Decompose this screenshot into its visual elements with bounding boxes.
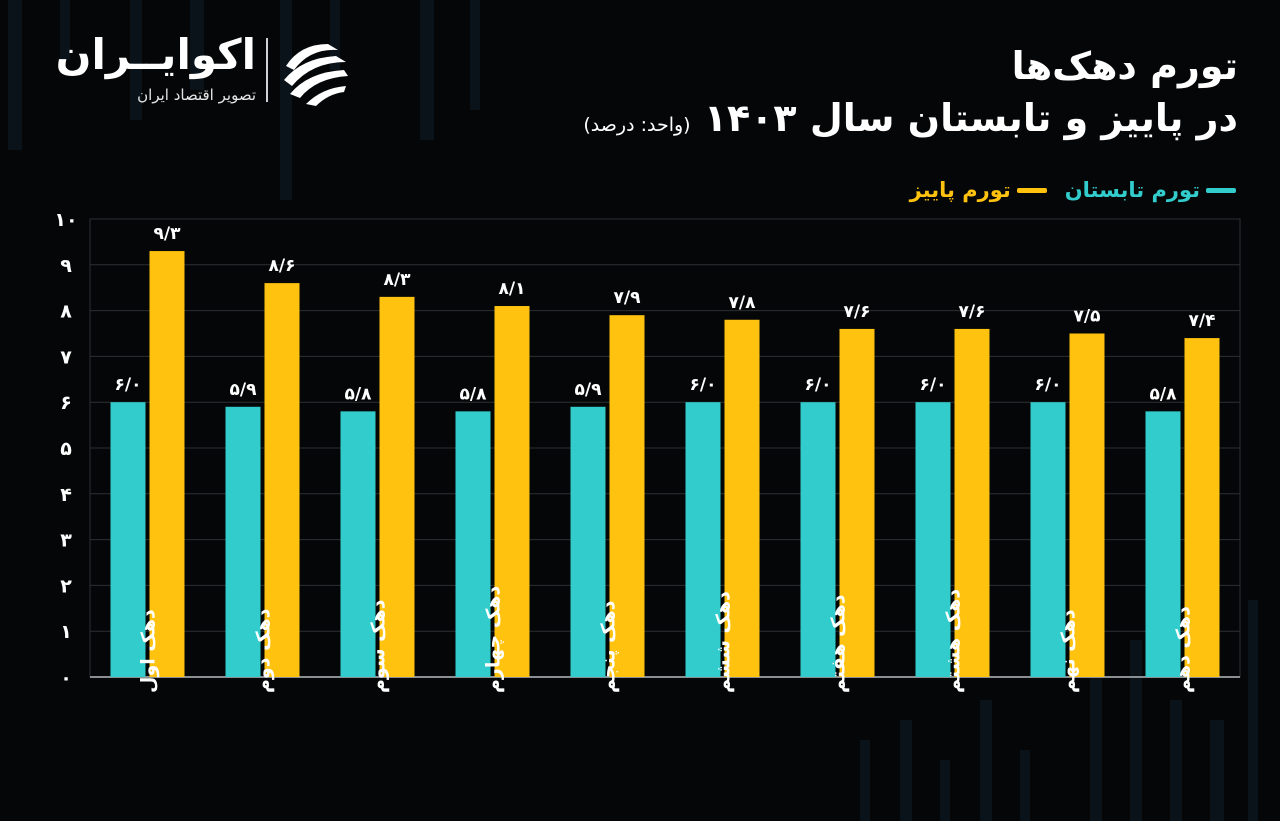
legend-item-autumn: تورم پاییز — [910, 178, 1047, 202]
legend-item-summer: تورم تابستان — [1065, 178, 1236, 202]
data-label: ۶/۰ — [805, 375, 832, 395]
bar-summer — [915, 402, 951, 677]
x-category-label: دهک هشتم — [943, 589, 965, 693]
y-tick-label: ۷ — [60, 346, 72, 368]
unit-label: (واحد: درصد) — [583, 114, 691, 136]
background-bar — [900, 720, 912, 821]
y-tick-label: ۸ — [60, 301, 72, 323]
background-bar — [860, 740, 870, 821]
background-bar — [130, 0, 142, 120]
x-category-label: دهک هفتم — [828, 594, 850, 693]
background-bar — [1248, 600, 1258, 821]
legend-swatch-autumn — [1016, 187, 1047, 193]
background-bar — [420, 0, 434, 140]
background-bar — [330, 0, 340, 70]
x-category-label: دهک دوم — [253, 608, 275, 693]
background-bar — [1170, 700, 1182, 821]
bar-autumn — [494, 306, 530, 677]
data-label: ۸/۳ — [384, 270, 412, 290]
data-label: ۷/۶ — [959, 302, 986, 322]
x-category-label: دهک پنجم — [598, 600, 620, 693]
y-tick-label: ۴ — [60, 484, 72, 506]
data-label: ۶/۰ — [690, 375, 717, 395]
legend-label-autumn: تورم پاییز — [909, 178, 1011, 202]
background-bar — [1130, 640, 1142, 821]
chart-title-block: تورم دهک‌ها در پاییز و تابستان سال ۱۴۰۳ … — [583, 40, 1238, 151]
brand-mark-icon — [284, 44, 348, 106]
x-category-label: دهک چهارم — [483, 586, 505, 693]
data-label: ۸/۶ — [269, 256, 296, 276]
bar-summer — [1030, 402, 1066, 677]
legend: تورم تابستان تورم پاییز — [910, 178, 1236, 202]
y-tick-label: ۲ — [60, 575, 72, 597]
legend-swatch-summer — [1206, 187, 1236, 193]
legend-label-summer: تورم تابستان — [1064, 178, 1200, 202]
y-tick-label: ۱ — [60, 621, 72, 643]
data-label: ۹/۳ — [154, 224, 182, 244]
data-label: ۶/۰ — [115, 375, 142, 395]
y-tick-label: ۶ — [60, 392, 72, 414]
background-bar — [980, 700, 992, 821]
bar-autumn — [954, 328, 990, 677]
data-label: ۶/۰ — [920, 375, 947, 395]
x-category-label: دهک نهم — [1058, 609, 1080, 693]
brand-tagline: تصویر اقتصاد ایران — [137, 86, 256, 104]
brand-name: اکوایــران — [55, 30, 256, 79]
data-label: ۵/۸ — [345, 384, 373, 404]
data-label: ۷/۶ — [844, 302, 871, 322]
x-category-label: دهک سوم — [368, 599, 390, 693]
data-label: ۵/۹ — [575, 380, 603, 400]
brand-logo: اکوایــران تصویر اقتصاد ایران — [48, 30, 348, 110]
bar-autumn — [379, 296, 415, 677]
background-bar — [1020, 750, 1030, 821]
data-label: ۷/۹ — [614, 288, 642, 308]
bar-summer — [225, 406, 261, 677]
bar-autumn — [149, 251, 185, 677]
data-label: ۸/۱ — [499, 279, 526, 299]
bar-summer — [1145, 411, 1181, 677]
bar-autumn — [724, 319, 760, 677]
chart-title: تورم دهک‌ها — [1011, 44, 1238, 88]
y-tick-label: ۵ — [60, 438, 72, 460]
data-label: ۵/۹ — [230, 380, 258, 400]
x-category-label: دهک اول — [138, 609, 160, 693]
bar-autumn — [609, 315, 645, 677]
background-bar — [470, 0, 480, 110]
y-tick-label: ۳ — [60, 530, 72, 552]
logo-divider — [266, 38, 268, 102]
bar-autumn — [264, 283, 300, 677]
data-label: ۷/۴ — [1189, 311, 1216, 331]
background-bar — [940, 760, 950, 821]
bar-summer — [340, 411, 376, 677]
bar-summer — [455, 411, 491, 677]
data-label: ۷/۵ — [1074, 307, 1101, 327]
data-label: ۷/۸ — [729, 293, 757, 313]
background-bar — [190, 0, 204, 90]
subtitle-text: در پاییز و تابستان سال ۱۴۰۳ — [703, 96, 1238, 140]
data-label: ۵/۸ — [1150, 384, 1178, 404]
background-bar — [8, 0, 22, 150]
bar-autumn — [1184, 338, 1220, 677]
background-bar — [1210, 720, 1224, 821]
background-bar — [280, 0, 292, 200]
bar-summer — [110, 402, 146, 677]
y-tick-label: ۹ — [60, 255, 72, 277]
bar-summer — [570, 406, 606, 677]
bar-autumn — [1069, 333, 1105, 677]
data-label: ۵/۸ — [460, 384, 488, 404]
y-tick-label: ۱۰ — [54, 209, 77, 231]
data-label: ۶/۰ — [1035, 375, 1062, 395]
x-category-label: دهک ششم — [713, 591, 735, 693]
bar-summer — [800, 402, 836, 677]
x-category-label: دهک دهم — [1173, 606, 1195, 693]
chart-subtitle: در پاییز و تابستان سال ۱۴۰۳ (واحد: درصد) — [583, 92, 1238, 151]
background-bar — [60, 0, 70, 60]
bar-summer — [685, 402, 721, 677]
y-tick-label: ۰ — [60, 667, 72, 689]
bar-autumn — [839, 328, 875, 677]
